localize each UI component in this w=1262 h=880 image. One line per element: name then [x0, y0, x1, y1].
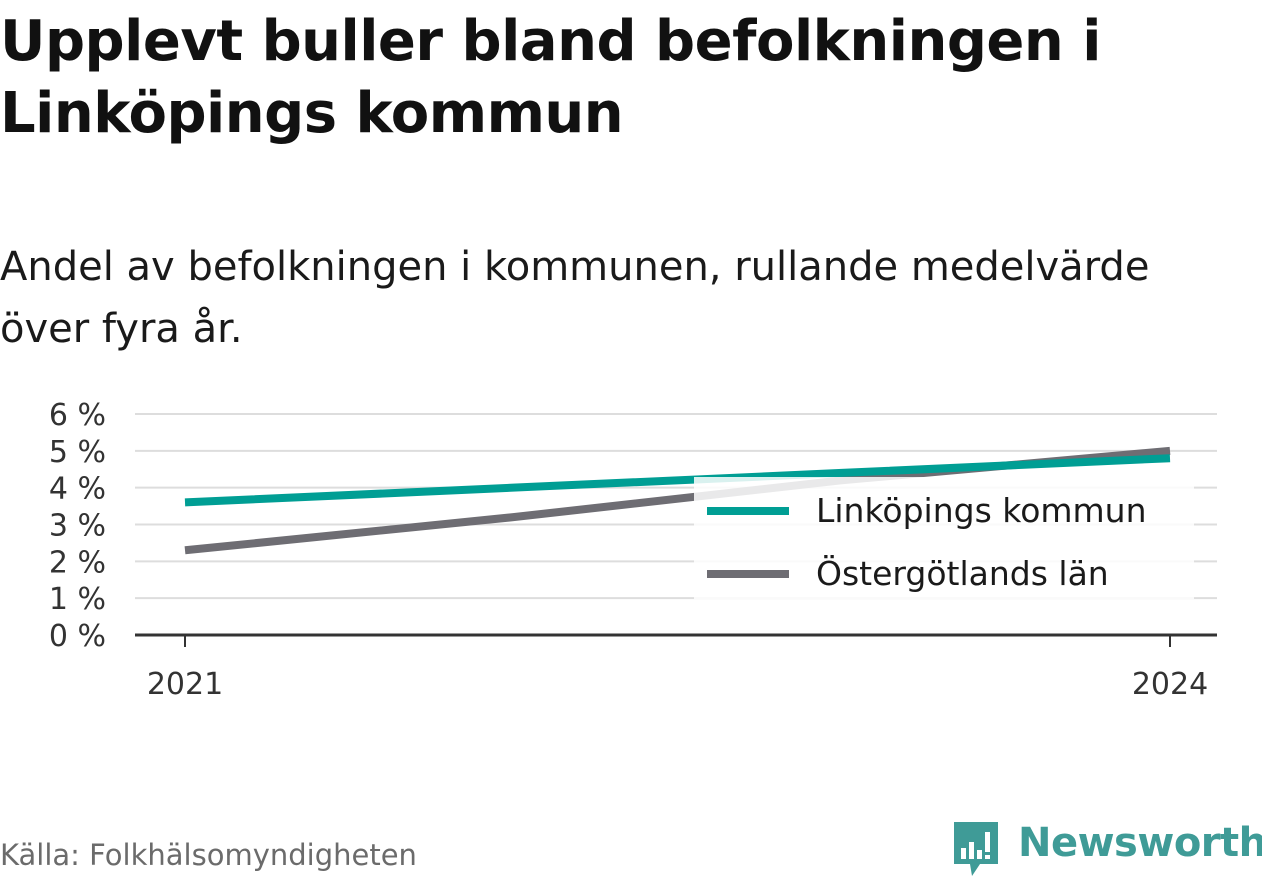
y-tick-label: 1 %: [49, 582, 106, 617]
source-note: Källa: Folkhälsomyndigheten: [0, 838, 417, 872]
legend: Linköpings kommun Östergötlands län: [694, 477, 1194, 599]
series-line: [184, 454, 1171, 507]
chart-title: Upplevt buller bland befolkningen i Link…: [0, 9, 1101, 146]
legend-box: [694, 477, 1194, 599]
y-axis-labels: 0 %1 %2 %3 %4 %5 %6 %: [49, 398, 106, 654]
legend-label: Östergötlands län: [816, 553, 1109, 593]
y-tick-label: 2 %: [49, 545, 106, 580]
y-tick-label: 4 %: [49, 472, 106, 507]
x-tick-label: 2024: [1132, 667, 1208, 702]
y-tick-label: 5 %: [49, 435, 106, 470]
y-tick-label: 0 %: [49, 619, 106, 654]
legend-label: Linköpings kommun: [816, 491, 1147, 530]
chart-subtitle: Andel av befolkningen i kommunen, rullan…: [0, 244, 1150, 352]
y-tick-label: 6 %: [49, 398, 106, 433]
newsworthy-logo-icon: [954, 822, 998, 876]
series-lines: [184, 446, 1171, 555]
brand-name: Newsworthy: [1018, 820, 1262, 866]
x-tick-label: 2021: [147, 667, 223, 702]
y-tick-label: 3 %: [49, 509, 106, 544]
x-axis: [135, 633, 1217, 647]
x-axis-labels: 2021 2024: [147, 667, 1208, 702]
newsworthy-brand: Newsworthy: [950, 818, 1262, 880]
line-chart: 0 %1 %2 %3 %4 %5 %6 % 2021 2024 Linköping…: [49, 398, 1217, 702]
